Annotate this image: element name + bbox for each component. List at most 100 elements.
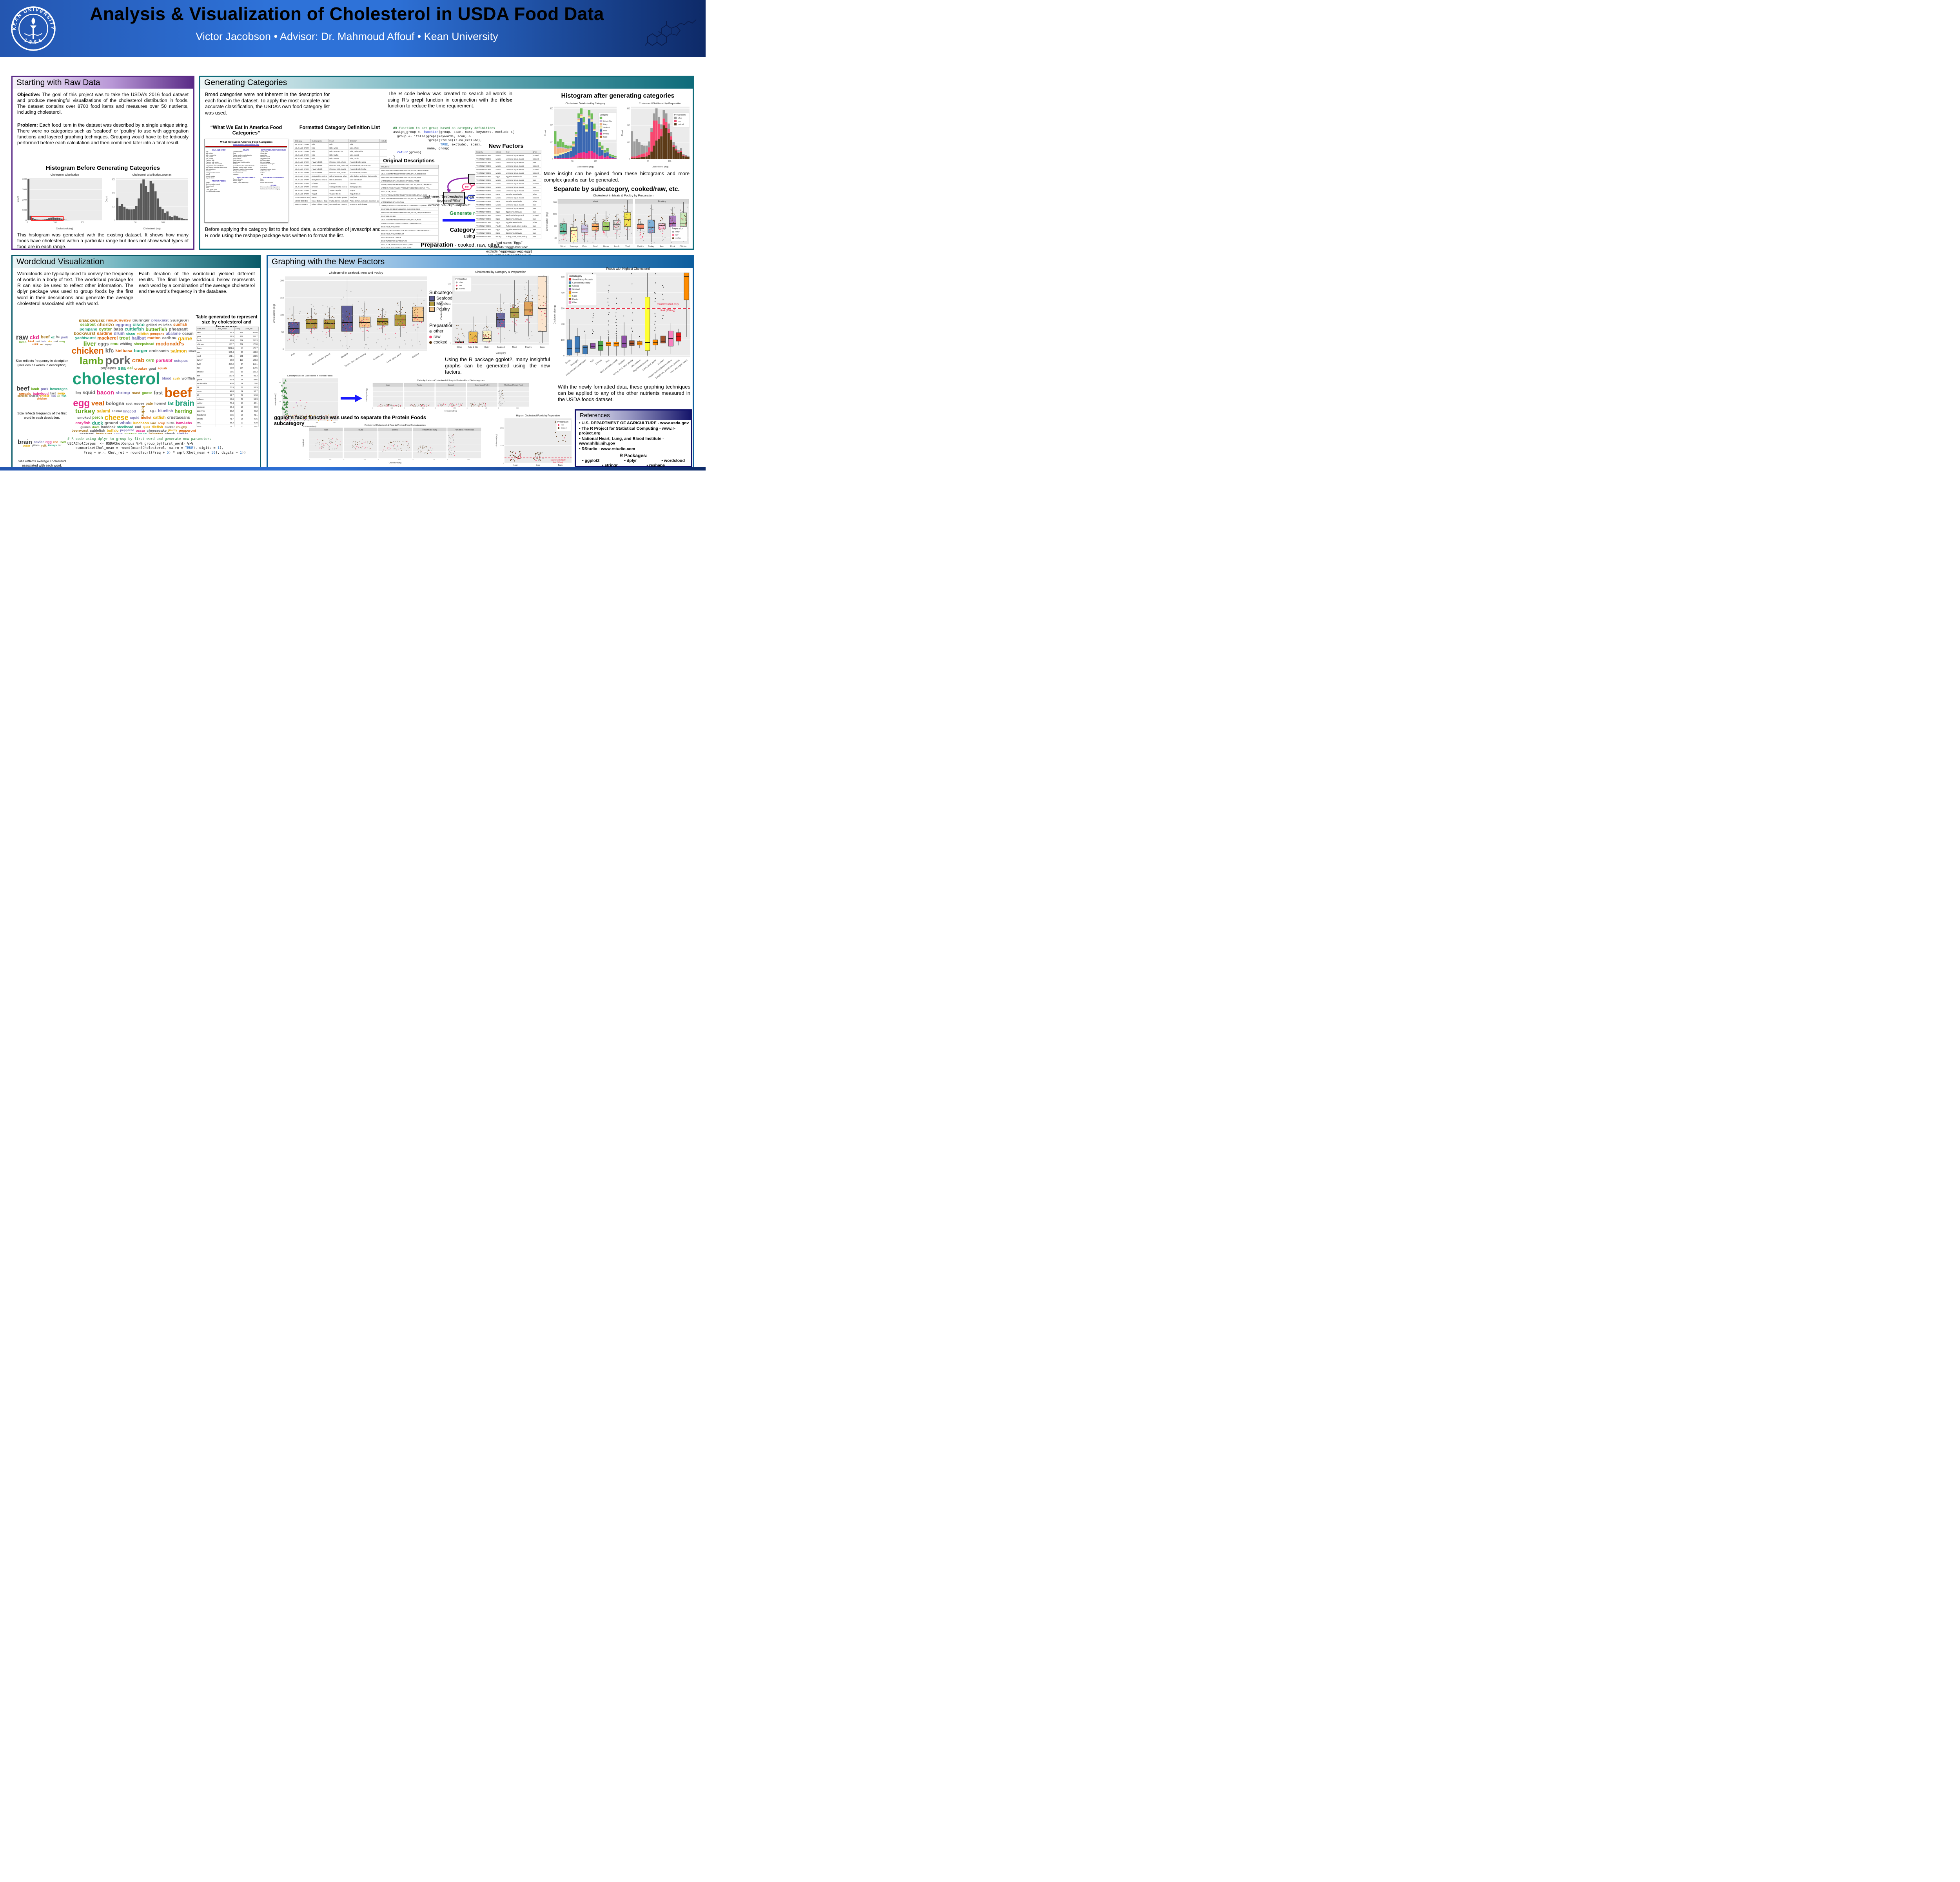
column-header[interactable]: Chol_rel bbox=[243, 327, 259, 331]
column-header[interactable]: ShrtDesc bbox=[196, 327, 216, 331]
svg-text:Other: Other bbox=[572, 302, 577, 304]
freq-table[interactable]: ShrtDesc Chol_mean Freq Chol_rel beef 82.3 931… bbox=[196, 327, 259, 427]
svg-text:Eggs: Eggs bbox=[540, 346, 545, 349]
svg-text:0: 0 bbox=[343, 459, 344, 461]
wordcloud-word: scup bbox=[158, 421, 165, 425]
r-code-assign-group[interactable]: #R function to set group based on catego… bbox=[393, 126, 514, 158]
wordcloud-word: sea bbox=[118, 365, 126, 371]
svg-text:0: 0 bbox=[563, 355, 564, 357]
column-header[interactable]: prep bbox=[532, 150, 541, 154]
line-item: reshape bbox=[646, 463, 665, 468]
column-header[interactable]: Subcategory bbox=[310, 139, 329, 143]
svg-text:Ground beef: Ground beef bbox=[373, 352, 384, 361]
svg-text:Cured Meats/Poultry: Cured Meats/Poultry bbox=[572, 282, 590, 284]
wordcloud-word: cheese bbox=[104, 413, 129, 421]
svg-text:100: 100 bbox=[516, 407, 519, 409]
wordcloud-word: oscar bbox=[136, 428, 145, 432]
wordcloud-word: headcheese bbox=[106, 320, 131, 323]
svg-text:Cholesterol (mg): Cholesterol (mg) bbox=[56, 228, 73, 230]
formatted-category-table[interactable]: Category Subcategory Food definition exclude… bbox=[294, 139, 387, 222]
column-header[interactable]: Food bbox=[328, 139, 349, 143]
column-header[interactable]: Freq bbox=[234, 327, 244, 331]
new-factors-table[interactable]: category subcat food prep PROTEIN FOODS Meats… bbox=[475, 150, 541, 239]
wweia-doc-heading: What We Eat in America Food Categories bbox=[220, 140, 273, 144]
original-descriptions-table[interactable]: Shrt_Desc BEEF,VAR MEATS&BY-PRODUCTS,BRAI… bbox=[380, 165, 439, 248]
legend-swatch bbox=[429, 330, 432, 333]
column-header[interactable]: Chol_mean bbox=[216, 327, 235, 331]
svg-text:Preparation: Preparation bbox=[672, 228, 683, 230]
torch-flame-icon bbox=[31, 17, 35, 25]
svg-text:Foods with Highest Cholesterol: Foods with Highest Cholesterol bbox=[606, 267, 650, 271]
svg-text:2000: 2000 bbox=[500, 427, 504, 429]
wordcloud-word: pate bbox=[145, 401, 153, 406]
svg-text:other: other bbox=[459, 282, 463, 283]
facet-caption: ggplot’s facet function was used to sepa… bbox=[274, 414, 426, 426]
table-row: cream 41.7 18 40.6 bbox=[196, 417, 259, 421]
section-title-generating: Generating Categories bbox=[200, 77, 693, 89]
svg-text:Liver: Liver bbox=[514, 464, 518, 467]
wordcloud-word: lingcod bbox=[123, 409, 136, 413]
column-header[interactable]: definition bbox=[348, 139, 380, 143]
wordcloud-word: pompano bbox=[80, 327, 98, 332]
wordcloud-word: chick bbox=[32, 343, 38, 346]
svg-text:100: 100 bbox=[422, 407, 424, 409]
table-row: MILK AND DAIRY Milk Milk Milk bbox=[294, 142, 387, 146]
wordcloud-word: cnd bbox=[53, 340, 58, 343]
column-header[interactable]: exclude bbox=[379, 139, 387, 143]
svg-text:keyword: keyword bbox=[449, 196, 459, 198]
svg-text:Count: Count bbox=[106, 196, 108, 202]
svg-text:300: 300 bbox=[550, 107, 554, 110]
svg-text:Seafood: Seafood bbox=[392, 429, 398, 431]
r-packages-label: R Packages: bbox=[619, 453, 648, 458]
column-header[interactable]: category bbox=[475, 150, 495, 154]
svg-text:Shellfish: Shellfish bbox=[341, 353, 348, 359]
svg-text:Cholesterol (mg): Cholesterol (mg) bbox=[554, 305, 556, 325]
svg-text:Cholesterol Distributed by Cat: Cholesterol Distributed by Category bbox=[566, 102, 606, 105]
column-header[interactable]: subcat bbox=[494, 150, 505, 154]
wordcloud-word: caviar bbox=[33, 440, 44, 444]
wordcloud-word: kfc bbox=[105, 347, 114, 354]
svg-text:3000: 3000 bbox=[22, 189, 27, 191]
svg-text:match: match bbox=[450, 199, 457, 202]
column-header[interactable]: Shrt_Desc bbox=[380, 165, 439, 169]
table-row: PROTEIN FOODS Meats Liver and organ meats c… bbox=[475, 167, 541, 171]
svg-text:Emu: Emu bbox=[660, 245, 664, 248]
wordcloud-word: ling bbox=[75, 391, 81, 395]
svg-text:Cholesterol (mg): Cholesterol (mg) bbox=[440, 301, 443, 320]
wweia-section-heading: SNACKS AND SWEETS bbox=[237, 176, 256, 178]
column-header[interactable]: Category bbox=[294, 139, 311, 143]
svg-text:80: 80 bbox=[554, 225, 557, 227]
wordcloud-word: carp bbox=[146, 358, 154, 363]
problem-paragraph: Problem: Each food item in the dataset w… bbox=[17, 122, 189, 146]
legend-swatch bbox=[429, 335, 432, 338]
svg-text:100: 100 bbox=[668, 160, 671, 163]
table-row: duck98.11038.5 bbox=[196, 425, 259, 427]
wordcloud-word: cisco bbox=[132, 322, 145, 328]
wordcloud-caption-3: Size reflects average cholesterol associ… bbox=[18, 459, 66, 467]
svg-text:0: 0 bbox=[467, 407, 468, 409]
wordcloud-word: catfish bbox=[153, 415, 166, 420]
wordcloud-word: bologna bbox=[106, 400, 124, 406]
svg-text:Brain: Brain bbox=[558, 464, 563, 467]
wweia-doc-link[interactable]: www.ars.usda.gov/nea/bhnrc/fsrg bbox=[233, 144, 260, 145]
wordcloud-word: snacks bbox=[29, 395, 39, 398]
r-code-dplyr[interactable]: # R code using dplyr to group by first w… bbox=[67, 437, 246, 455]
svg-text:200: 200 bbox=[550, 125, 554, 127]
hist-before-caption: This histogram was generated with the ex… bbox=[17, 232, 189, 250]
wordcloud-word: ham&chs bbox=[176, 421, 192, 425]
wordcloud-word: trout bbox=[119, 335, 130, 341]
svg-text:Turkey: Turkey bbox=[648, 245, 655, 248]
svg-text:cooked: cooked bbox=[459, 288, 465, 290]
svg-text:50: 50 bbox=[281, 331, 284, 334]
table-row: turkey 97.0 112 128.3 bbox=[196, 358, 259, 362]
svg-text:Pork: Pork bbox=[583, 245, 587, 248]
wordcloud-word: squab bbox=[158, 367, 167, 371]
column-header[interactable]: food bbox=[505, 150, 532, 154]
svg-text:Carbohydrate(g): Carbohydrate(g) bbox=[274, 393, 276, 406]
line-item: keywords: “egg|caviar|roe” bbox=[490, 245, 528, 249]
wordcloud-word: bass bbox=[113, 327, 123, 332]
wordcloud-word: guinea bbox=[80, 425, 91, 429]
svg-text:40: 40 bbox=[279, 381, 281, 383]
table-row: BEEF,NZ,IMP,VAR MEATS & BY-PRODUCTS,KIDN… bbox=[380, 228, 439, 232]
